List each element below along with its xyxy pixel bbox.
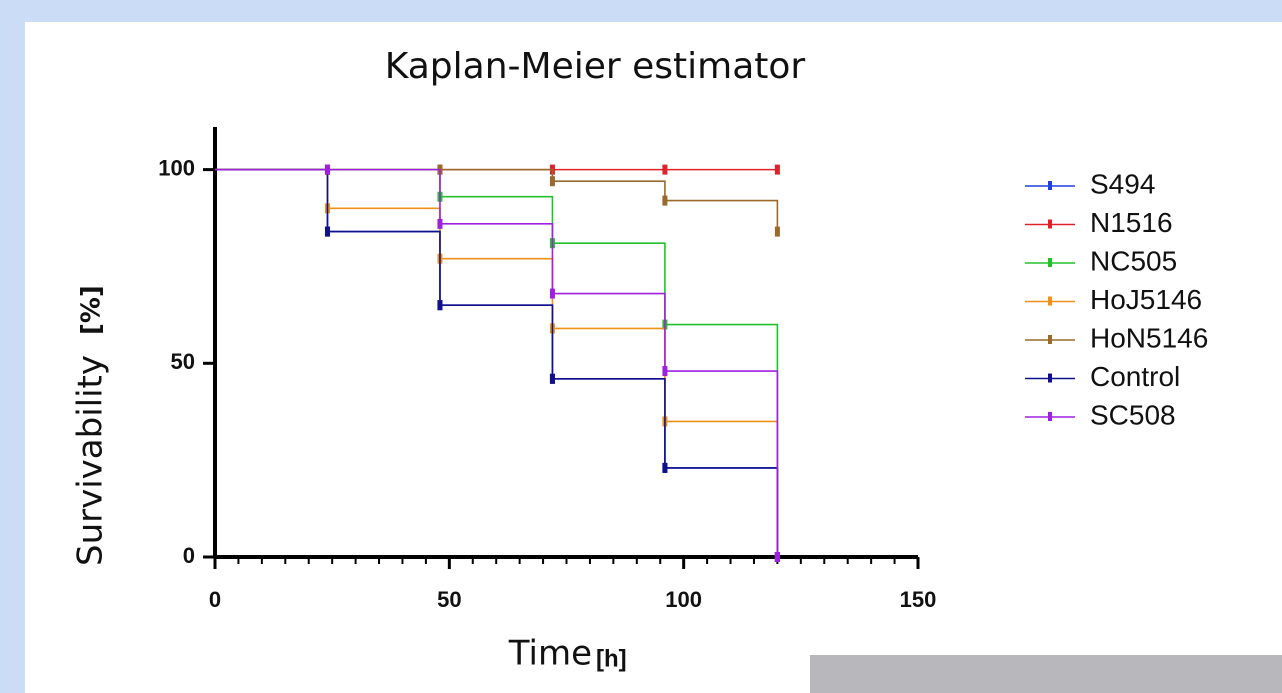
- censor-mark: [662, 165, 667, 175]
- legend-label: HoJ5146: [1090, 284, 1202, 315]
- censor-mark: [325, 165, 330, 175]
- y-axis-title: Survivability [%]: [71, 285, 111, 566]
- legend-label: Control: [1090, 361, 1180, 392]
- censor-mark: [662, 366, 667, 376]
- y-unit: [%]: [77, 285, 107, 335]
- legend-label: SC508: [1090, 399, 1176, 430]
- legend-label: HoN5146: [1090, 322, 1208, 353]
- photo-fragment: [810, 655, 1282, 693]
- x-tick-label: 50: [437, 587, 461, 612]
- y-tick-label: 50: [171, 349, 195, 374]
- x-tick-label: 0: [209, 587, 221, 612]
- legend-marker: [1048, 374, 1052, 383]
- y-label: Survivability: [71, 355, 111, 566]
- legend-label: NC505: [1090, 245, 1177, 276]
- legend-marker: [1048, 335, 1052, 344]
- legend-marker: [1048, 297, 1052, 306]
- legend-marker: [1048, 412, 1052, 421]
- x-unit: [h]: [596, 645, 627, 672]
- x-tick-label: 150: [900, 587, 937, 612]
- chart: Kaplan-Meier estimator Survivability [%]…: [0, 0, 1282, 693]
- x-label: Time: [508, 634, 592, 674]
- x-tick-label: 100: [665, 587, 702, 612]
- censor-mark: [662, 463, 667, 473]
- legend-label: S494: [1090, 168, 1155, 199]
- legend-marker: [1048, 220, 1052, 229]
- censor-mark: [662, 196, 667, 206]
- chart-title: Kaplan-Meier estimator: [385, 46, 806, 87]
- censor-mark: [775, 552, 780, 562]
- legend-marker: [1048, 258, 1052, 267]
- page: {"chart_data":{"type":"step","title":"Ka…: [0, 0, 1282, 693]
- y-tick-label: 100: [158, 155, 195, 180]
- y-tick-label: 0: [183, 543, 195, 568]
- legend-marker: [1048, 181, 1052, 190]
- censor-mark: [325, 227, 330, 237]
- censor-mark: [437, 300, 442, 310]
- censor-mark: [775, 227, 780, 237]
- censor-mark: [437, 219, 442, 229]
- legend-label: N1516: [1090, 207, 1173, 238]
- censor-mark: [550, 176, 555, 186]
- censor-mark: [775, 165, 780, 175]
- censor-mark: [550, 289, 555, 299]
- censor-mark: [550, 374, 555, 384]
